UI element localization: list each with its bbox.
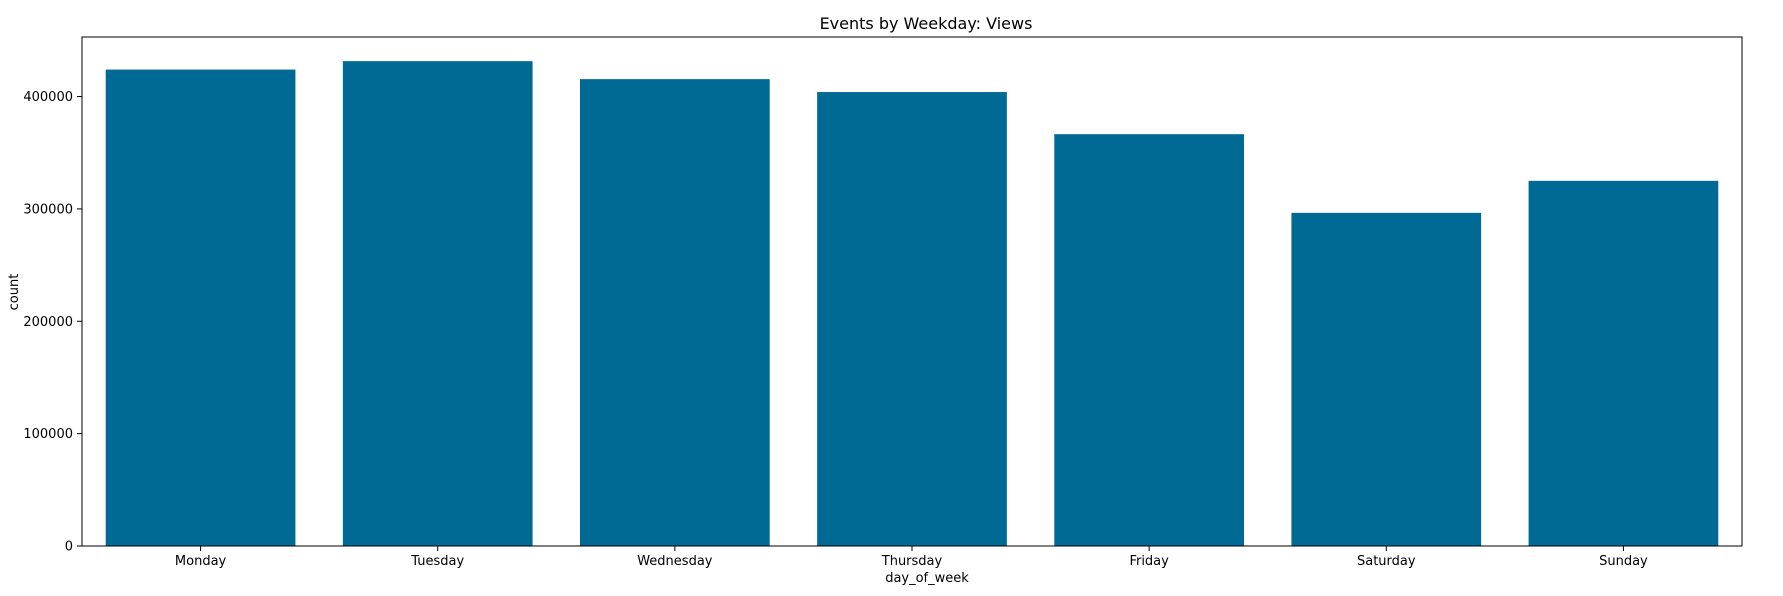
chart-title: Events by Weekday: Views <box>820 14 1033 33</box>
bar-friday <box>1054 134 1244 546</box>
bar-saturday <box>1291 212 1482 547</box>
bar-monday <box>105 69 296 546</box>
bar-tuesday <box>342 61 533 546</box>
y-tick-label: 200000 <box>23 315 73 330</box>
x-tick-label: Tuesday <box>410 554 464 569</box>
x-tick-label: Sunday <box>1599 554 1648 569</box>
x-tick-label: Wednesday <box>637 554 713 569</box>
x-tick-label: Thursday <box>881 554 943 569</box>
y-tick-label: 400000 <box>23 90 73 105</box>
x-tick-label: Friday <box>1129 554 1169 569</box>
y-tick-label: 300000 <box>23 202 73 217</box>
x-tick-label: Saturday <box>1357 554 1416 569</box>
y-tick-label: 0 <box>65 540 73 555</box>
bar-sunday <box>1528 180 1719 546</box>
x-axis: Monday Tuesday Wednesday Thursday Friday Satu… <box>175 546 1648 569</box>
bar-wednesday <box>580 79 770 546</box>
x-axis-label: day_of_week <box>885 571 969 586</box>
bars-group <box>105 61 1719 547</box>
x-tick-label: Monday <box>175 554 227 569</box>
y-tick-label: 100000 <box>23 427 73 442</box>
y-axis-label: count <box>7 274 22 311</box>
y-axis: 0 100000 200000 300000 400000 <box>23 90 82 555</box>
bar-thursday <box>817 92 1007 546</box>
